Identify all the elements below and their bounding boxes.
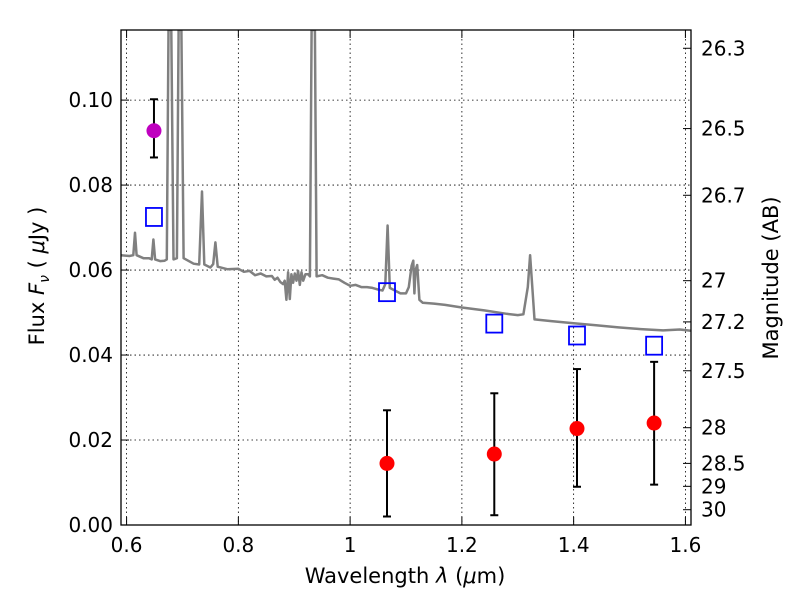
y-tick-label: 0.10 <box>68 88 113 112</box>
model-photometry-square <box>378 282 396 303</box>
x-axis-label: Wavelength λ (μm) <box>305 564 506 588</box>
plot-data <box>121 30 691 518</box>
model-photometry-square <box>145 207 163 227</box>
x-tick-label: 1.4 <box>558 533 590 557</box>
y2-tick-label: 27.2 <box>701 310 746 334</box>
y-tick-label: 0.06 <box>68 258 113 282</box>
photometry-point <box>379 455 395 471</box>
plot-frame <box>120 29 692 526</box>
y2-tick-label: 29 <box>701 474 726 498</box>
y2-tick-label: 28 <box>701 416 726 440</box>
photometry-point <box>146 123 162 139</box>
y2-tick-label: 26.3 <box>701 36 746 60</box>
photometry-point <box>569 421 585 437</box>
y-tick-label: 0.00 <box>68 513 113 537</box>
model-photometry-square <box>568 325 586 346</box>
y2-tick-label: 27 <box>701 269 726 293</box>
y-tick-label: 0.02 <box>68 428 113 452</box>
y2-axis-label: Magnitude (AB) <box>759 196 783 359</box>
y-tick-label: 0.04 <box>68 343 113 367</box>
y2-tick-label: 28.5 <box>701 451 746 475</box>
y2-tick-label: 27.5 <box>701 359 746 383</box>
x-tick-label: 1.2 <box>446 533 478 557</box>
x-tick-label: 0.8 <box>222 533 254 557</box>
y2-tick-label: 26.5 <box>701 117 746 141</box>
y2-tick-label: 30 <box>701 498 726 522</box>
photometry-point <box>646 415 662 431</box>
x-tick-label: 1 <box>344 533 357 557</box>
model-spectrum-line <box>121 30 691 333</box>
model-photometry-square <box>645 335 664 356</box>
x-tick-label: 1.6 <box>670 533 702 557</box>
photometry-point <box>486 446 502 462</box>
grid-lines <box>121 30 691 526</box>
x-tick-label: 0.6 <box>111 533 143 557</box>
model-photometry-square <box>485 313 504 334</box>
y2-tick-label: 26.7 <box>701 183 746 207</box>
axis-ticks: 0.6 0.8 1 1.2 1.4 1.6 0.00 0.02 0.04 0.06 0.08 0.10… <box>68 30 746 557</box>
y-axis-label: Flux Fν ( μJy ) <box>25 207 53 346</box>
y-tick-label: 0.08 <box>68 173 113 197</box>
